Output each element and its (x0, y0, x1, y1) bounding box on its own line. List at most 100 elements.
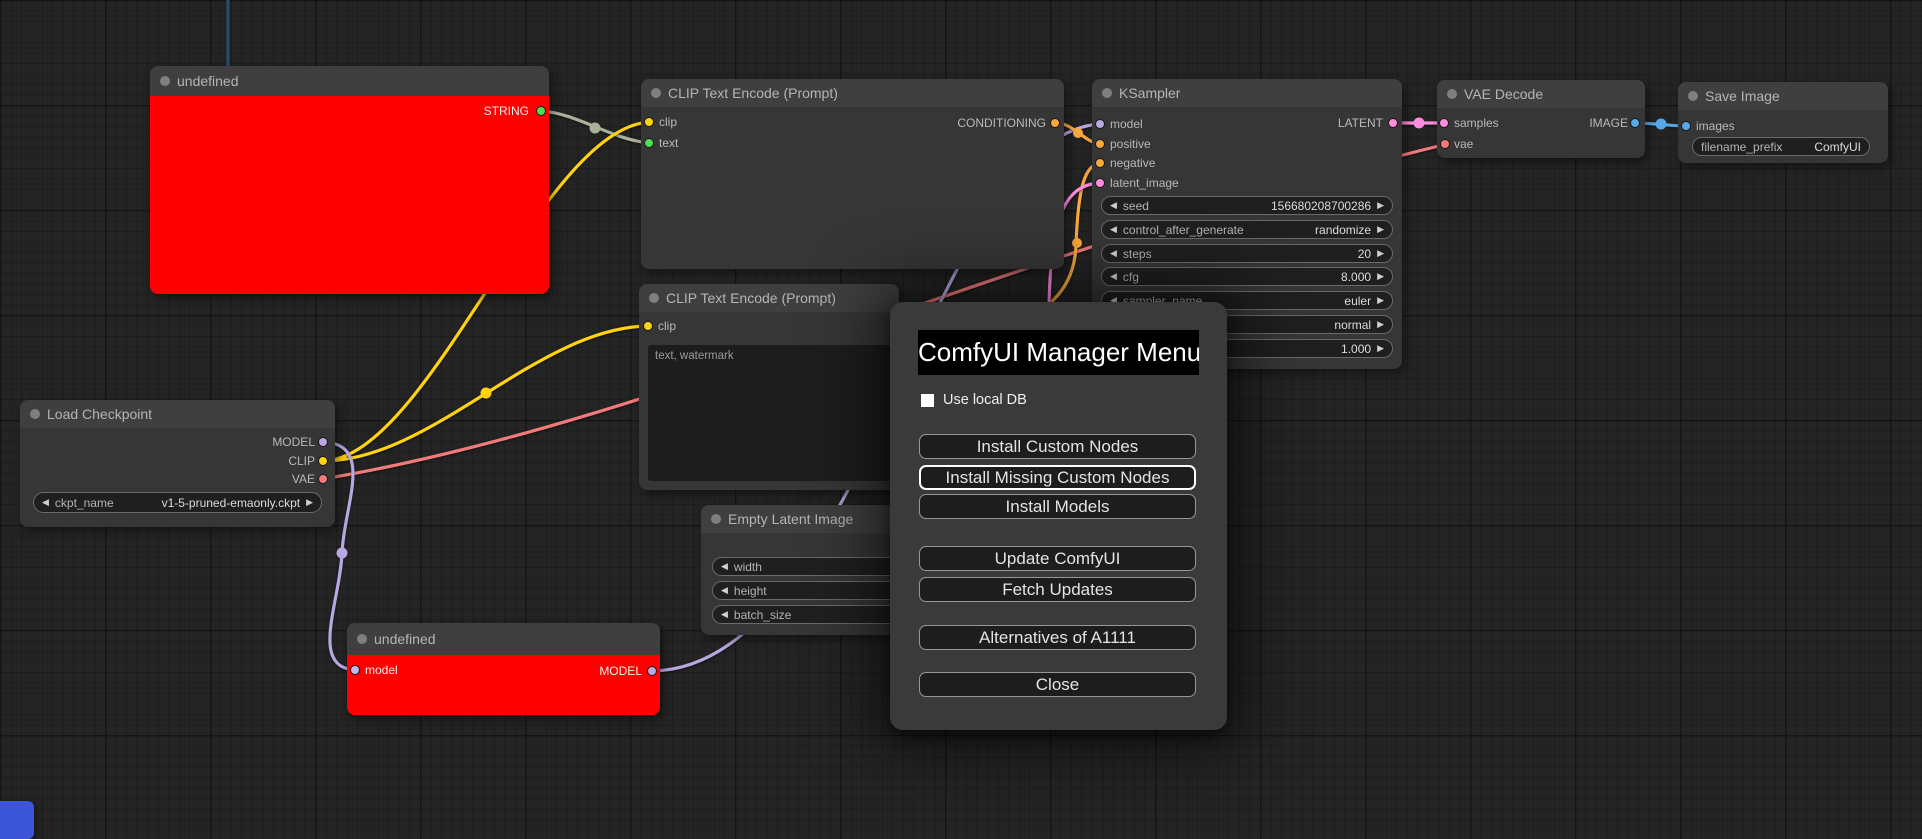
widget-height[interactable]: ◀ height (712, 581, 908, 600)
node-undefined-bottom[interactable]: undefined model MODEL (347, 623, 660, 715)
input-port-text[interactable] (644, 138, 654, 148)
link-midpoint-dot[interactable] (1072, 238, 1082, 248)
node-title: undefined (374, 631, 436, 647)
output-port-clip[interactable] (318, 456, 328, 466)
increment-arrow-icon[interactable]: ▶ (1377, 295, 1384, 305)
decrement-arrow-icon[interactable]: ◀ (721, 609, 728, 619)
output-port-string[interactable] (536, 106, 546, 116)
increment-arrow-icon[interactable]: ▶ (1377, 200, 1384, 210)
input-label: clip (658, 319, 677, 333)
widget-value: 8.000 (1341, 269, 1372, 284)
input-port-model[interactable] (1095, 119, 1105, 129)
node-save-image[interactable]: Save Image images filename_prefix ComfyU… (1678, 82, 1888, 163)
decrement-arrow-icon[interactable]: ◀ (721, 585, 728, 595)
output-port-vae[interactable] (318, 474, 328, 484)
link-midpoint-dot[interactable] (480, 387, 492, 399)
increment-arrow-icon[interactable]: ▶ (1377, 248, 1384, 258)
input-port-clip[interactable] (643, 321, 653, 331)
alternatives-a1111-button[interactable]: Alternatives of A1111 (919, 625, 1196, 650)
node-clip-text-encode-1[interactable]: CLIP Text Encode (Prompt) clip text COND… (641, 79, 1064, 269)
node-status-dot (711, 514, 721, 524)
widget-label: filename_prefix (1701, 139, 1783, 154)
node-undefined-top[interactable]: undefined STRING (150, 66, 549, 294)
increment-arrow-icon[interactable]: ▶ (1377, 319, 1384, 329)
link-midpoint-dot[interactable] (1413, 117, 1425, 129)
node-empty-latent-image[interactable]: Empty Latent Image ◀ width ◀ height ◀ ba… (701, 505, 911, 635)
input-port-clip[interactable] (644, 117, 654, 127)
widget-ckpt-name[interactable]: ◀ ckpt_name v1-5-pruned-emaonly.ckpt ▶ (33, 492, 322, 513)
widget-label: width (733, 559, 762, 574)
decrement-arrow-icon[interactable]: ◀ (1110, 200, 1117, 210)
input-port-samples[interactable] (1439, 118, 1449, 128)
link-midpoint-dot[interactable] (1073, 128, 1083, 138)
widget-value: 20 (1357, 246, 1372, 261)
node-title: CLIP Text Encode (Prompt) (668, 85, 838, 101)
fetch-updates-button[interactable]: Fetch Updates (919, 577, 1196, 602)
input-port-positive[interactable] (1095, 139, 1105, 149)
widget-filename-prefix[interactable]: filename_prefix ComfyUI (1692, 137, 1870, 156)
node-status-dot (160, 76, 170, 86)
widget-label: seed (1122, 198, 1149, 213)
increment-arrow-icon[interactable]: ▶ (1377, 271, 1384, 281)
widget-value: randomize (1315, 222, 1372, 237)
error-node-body (150, 96, 549, 294)
decrement-arrow-icon[interactable]: ◀ (1110, 224, 1117, 234)
link-midpoint-dot[interactable] (336, 547, 348, 559)
decrement-arrow-icon[interactable]: ◀ (721, 561, 728, 571)
node-status-dot (651, 88, 661, 98)
node-title: CLIP Text Encode (Prompt) (666, 290, 836, 306)
decrement-arrow-icon[interactable]: ◀ (1110, 271, 1117, 281)
use-local-db-row[interactable]: Use local DB (921, 392, 1027, 408)
decrement-arrow-icon[interactable]: ◀ (1110, 295, 1117, 305)
output-label: LATENT (1337, 116, 1383, 130)
output-port-latent[interactable] (1388, 118, 1398, 128)
widget-label: cfg (1122, 269, 1139, 284)
increment-arrow-icon[interactable]: ▶ (1377, 224, 1384, 234)
widget-seed[interactable]: ◀ seed 156680208700286 ▶ (1101, 196, 1393, 215)
widget-batch-size[interactable]: ◀ batch_size (712, 605, 908, 624)
increment-arrow-icon[interactable]: ▶ (1377, 343, 1384, 353)
close-button[interactable]: Close (919, 672, 1196, 697)
input-label: clip (659, 115, 678, 129)
input-port-latent-image[interactable] (1095, 178, 1105, 188)
input-port-model[interactable] (350, 665, 360, 675)
widget-cfg[interactable]: ◀ cfg 8.000 ▶ (1101, 267, 1393, 286)
decrement-arrow-icon[interactable]: ◀ (1110, 248, 1117, 258)
install-models-button[interactable]: Install Models (919, 494, 1196, 519)
output-port-conditioning[interactable] (1050, 118, 1060, 128)
decrement-arrow-icon[interactable]: ◀ (42, 497, 49, 507)
output-port-model[interactable] (647, 666, 657, 676)
install-missing-custom-nodes-button[interactable]: Install Missing Custom Nodes (919, 465, 1196, 490)
widget-value: euler (1344, 293, 1372, 308)
node-vae-decode[interactable]: VAE Decode samples vae IMAGE (1437, 80, 1645, 158)
prompt-textarea[interactable]: text, watermark (648, 345, 890, 481)
output-port-model[interactable] (318, 437, 328, 447)
link-midpoint-dot[interactable] (589, 122, 601, 134)
widget-control-after-generate[interactable]: ◀ control_after_generate randomize ▶ (1101, 220, 1393, 239)
widget-label: control_after_generate (1122, 222, 1244, 237)
update-comfyui-button[interactable]: Update ComfyUI (919, 546, 1196, 571)
node-status-dot (649, 293, 659, 303)
widget-width[interactable]: ◀ width (712, 557, 908, 576)
dialog-title: ComfyUI Manager Menu (918, 330, 1199, 375)
node-title: undefined (177, 73, 239, 89)
increment-arrow-icon[interactable]: ▶ (306, 497, 313, 507)
collapsed-node[interactable] (0, 801, 34, 839)
node-status-dot (1688, 91, 1698, 101)
widget-label: steps (1122, 246, 1152, 261)
node-load-checkpoint[interactable]: Load Checkpoint MODEL CLIP VAE ◀ ckpt_na… (20, 400, 335, 527)
widget-steps[interactable]: ◀ steps 20 ▶ (1101, 244, 1393, 263)
input-port-negative[interactable] (1095, 158, 1105, 168)
input-port-vae[interactable] (1440, 139, 1450, 149)
output-port-image[interactable] (1630, 118, 1640, 128)
input-label: latent_image (1110, 176, 1179, 190)
input-port-images[interactable] (1681, 121, 1691, 131)
widget-label: ckpt_name (54, 495, 114, 510)
link-midpoint-dot[interactable] (1655, 118, 1667, 130)
use-local-db-checkbox[interactable] (921, 393, 934, 407)
install-custom-nodes-button[interactable]: Install Custom Nodes (919, 434, 1196, 459)
node-clip-text-encode-2[interactable]: CLIP Text Encode (Prompt) clip text, wat… (639, 284, 899, 490)
widget-value: 1.000 (1341, 341, 1372, 356)
input-label: text (659, 136, 679, 150)
